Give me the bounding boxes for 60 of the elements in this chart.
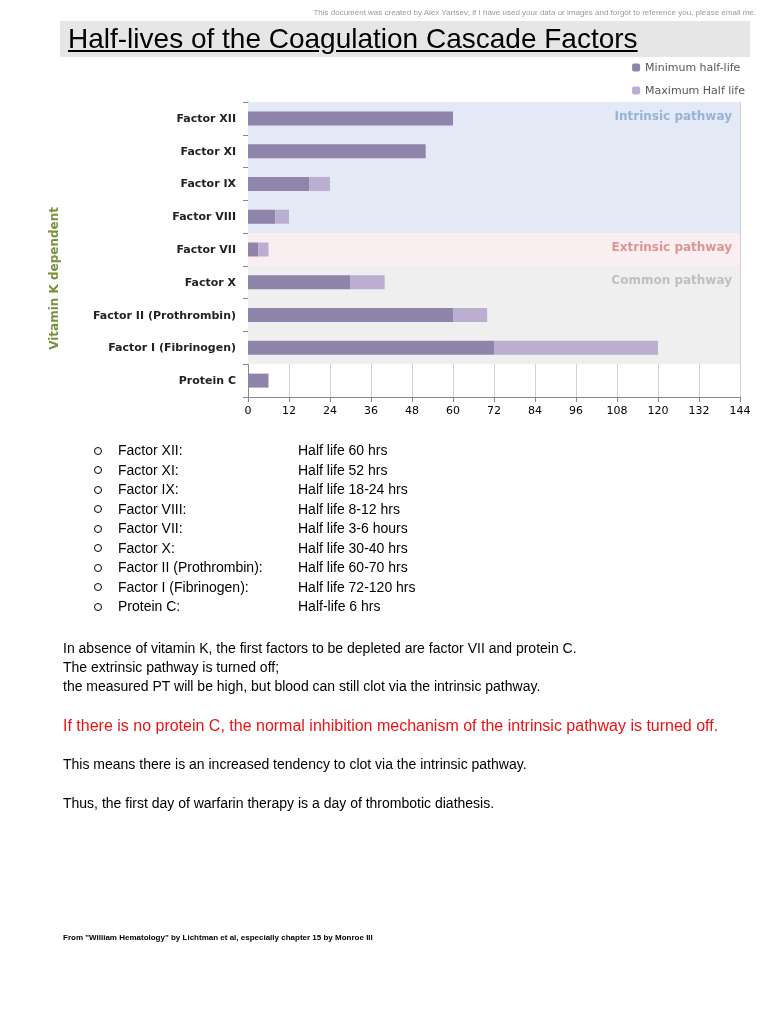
x-tick-label: 60 (446, 404, 460, 417)
text: Factor VIII: Half life 8-12 hrs (118, 500, 400, 517)
text: Protein C: Half-life 6 hrs (118, 598, 381, 614)
text: In absence of vitamin K, the first factors to be depleted are factor VII and protein C. (63, 638, 578, 658)
bar (248, 144, 426, 159)
x-tick-label: 144 (729, 404, 751, 417)
text: Vitamin K dependent (47, 206, 61, 350)
y-tick-label: Factor IX (180, 177, 237, 191)
y-tick-label: Factor VIII (172, 210, 236, 224)
bar (248, 308, 453, 323)
bar (248, 373, 269, 388)
x-tick-label: 96 (569, 404, 583, 417)
bar (258, 242, 269, 257)
x-tick-label: 12 (282, 404, 296, 417)
legend-label: Maximum Half life (645, 84, 746, 97)
x-tick-label: 108 (606, 404, 628, 417)
x-tick-label: 36 (364, 404, 378, 417)
x-tick-label: 120 (647, 404, 669, 417)
y-tick-label: Factor VII (176, 243, 236, 256)
y-tick-label: Protein C (178, 374, 236, 388)
bar (248, 242, 259, 257)
y-tick-label: Factor X (184, 275, 237, 289)
x-tick-label: 24 (323, 404, 337, 417)
band-label: Intrinsic pathway (614, 109, 733, 123)
text: Factor X: Half life 30-40 hrs (118, 539, 408, 556)
y-tick-label: Factor XI (180, 144, 236, 158)
x-tick-label: 132 (688, 404, 710, 417)
y-tick-label: Factor I (Fibrinogen) (108, 341, 236, 355)
x-tick-label: 0 (244, 404, 252, 417)
text: Factor I (Fibrinogen): Half life 72-120 hrs (118, 578, 416, 595)
text: The extrinsic pathway is turned off; (63, 657, 281, 677)
text: If there is no protein C, the normal inhibition mechanism of the intrinsic pathway is turned off. (63, 715, 720, 735)
text: Factor II (Prothrombin): Half life 60-70 hrs (118, 559, 408, 575)
bar (275, 209, 289, 224)
text: Thus, the first day of warfarin therapy is a day of thrombotic diathesis. (63, 793, 496, 813)
text: the measured PT will be high, but blood can still clot via the intrinsic pathway. (63, 676, 542, 696)
text: Factor IX: Half life 18-24 hrs (118, 481, 408, 497)
bar (248, 111, 453, 126)
text: Factor XI: Half life 52 hrs (118, 461, 388, 478)
x-tick-label: 84 (528, 404, 542, 417)
text: Factor XII: Half life 60 hrs (118, 442, 388, 458)
bar (248, 176, 310, 191)
legend-label: Minimum half-life (645, 61, 741, 74)
bar (248, 209, 276, 224)
bar (494, 340, 658, 355)
text: Factor VII: Half life 3-6 hours (118, 520, 408, 536)
bar (350, 275, 385, 290)
y-tick-label: Factor II (Prothrombin) (92, 308, 236, 322)
bar (248, 275, 351, 290)
y-tick-label: Factor XII (176, 111, 236, 125)
bar (248, 340, 494, 355)
chart-title: Half-lives of the Coagulation Cascade Factors (68, 23, 638, 54)
band-label: Extrinsic pathway (611, 240, 733, 255)
bar (309, 176, 330, 191)
x-tick-label: 72 (487, 404, 501, 417)
text: This means there is an increased tendency to clot via the intrinsic pathway. (63, 754, 528, 774)
bar (453, 308, 488, 323)
text: This document was created by Alex Yartsev; if I have used your data or images and forgot to reference you, please email me. (312, 8, 757, 17)
x-tick-label: 48 (405, 404, 419, 417)
text: From "William Hematology" by Lichtman et al, especially chapter 15 by Monroe III (63, 932, 374, 942)
